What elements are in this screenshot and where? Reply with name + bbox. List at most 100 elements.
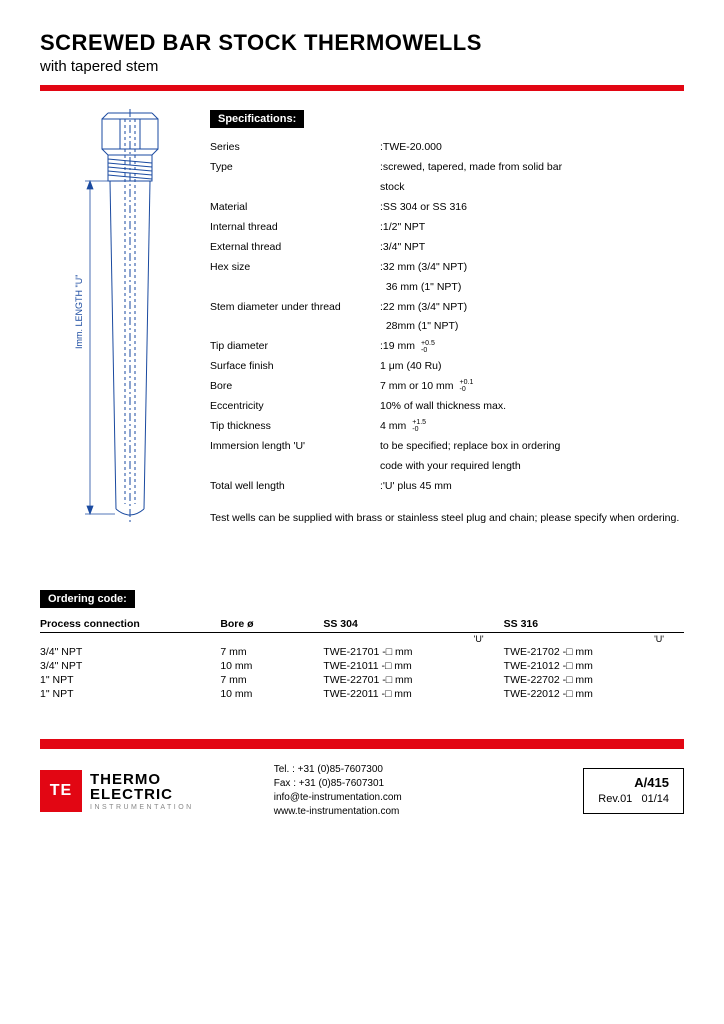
spec-label: Eccentricity <box>210 397 380 417</box>
spec-label: Internal thread <box>210 218 380 238</box>
spec-label <box>210 278 380 298</box>
spec-label: Tip diameter <box>210 337 380 357</box>
spec-row: code with your required length <box>210 457 684 477</box>
spec-value: code with your required length <box>380 457 684 477</box>
spec-row: Tip thickness4 mm+1.5-0 <box>210 417 684 437</box>
table-cell: TWE-21011 -□ mm <box>323 659 503 673</box>
spec-row: 36 mm (1" NPT) <box>210 278 684 298</box>
spec-value: :'U' plus 45 mm <box>380 477 684 497</box>
spec-row: External thread:3/4" NPT <box>210 238 684 258</box>
logo-line2: ELECTRIC <box>90 787 194 802</box>
page-title: SCREWED BAR STOCK THERMOWELLS <box>40 30 684 56</box>
spec-row: Hex size:32 mm (3/4" NPT) <box>210 258 684 278</box>
table-cell: 7 mm <box>220 673 323 687</box>
logo: TE THERMO ELECTRIC INSTRUMENTATION <box>40 770 194 812</box>
doc-rev: Rev.01 01/14 <box>598 792 669 806</box>
ordering-section: Ordering code: Process connection Bore ø… <box>40 589 684 701</box>
spec-value: 7 mm or 10 mm+0.1-0 <box>380 377 684 397</box>
table-row: 3/4" NPT7 mmTWE-21701 -□ mmTWE-21702 -□ … <box>40 645 684 659</box>
table-cell: TWE-21012 -□ mm <box>504 659 684 673</box>
col-process: Process connection <box>40 618 220 633</box>
spec-row: Internal thread:1/2" NPT <box>210 218 684 238</box>
spec-label: Series <box>210 138 380 158</box>
spec-label: Tip thickness <box>210 417 380 437</box>
contact-block: Tel. : +31 (0)85-7607300 Fax : +31 (0)85… <box>214 763 564 819</box>
logo-mark: TE <box>40 770 82 812</box>
specifications-heading: Specifications: <box>210 110 304 128</box>
spec-label <box>210 457 380 477</box>
spec-row: Stem diameter under thread:22 mm (3/4" N… <box>210 298 684 318</box>
spec-row: stock <box>210 178 684 198</box>
contact-fax: Fax : +31 (0)85-7607301 <box>274 777 564 791</box>
table-cell: TWE-21701 -□ mm <box>323 645 503 659</box>
table-cell: TWE-22702 -□ mm <box>504 673 684 687</box>
page-subtitle: with tapered stem <box>40 58 684 75</box>
spec-row: Bore7 mm or 10 mm+0.1-0 <box>210 377 684 397</box>
col-ss304: SS 304 <box>323 618 503 633</box>
spec-label <box>210 178 380 198</box>
spec-row: Total well length:'U' plus 45 mm <box>210 477 684 497</box>
table-cell: 7 mm <box>220 645 323 659</box>
spec-value: 4 mm+1.5-0 <box>380 417 684 437</box>
contact-tel: Tel. : +31 (0)85-7607300 <box>274 763 564 777</box>
spec-value: stock <box>380 178 684 198</box>
spec-value: :19 mm+0.5-0 <box>380 337 684 357</box>
spec-label: Bore <box>210 377 380 397</box>
logo-line1: THERMO <box>90 772 194 787</box>
table-cell: TWE-22011 -□ mm <box>323 687 503 701</box>
spec-label: Stem diameter under thread <box>210 298 380 318</box>
table-cell: TWE-22012 -□ mm <box>504 687 684 701</box>
spec-value: :1/2" NPT <box>380 218 684 238</box>
spec-value: :screwed, tapered, made from solid bar <box>380 158 684 178</box>
spec-value: :TWE-20.000 <box>380 138 684 158</box>
table-cell: 1" NPT <box>40 687 220 701</box>
col-bore: Bore ø <box>220 618 323 633</box>
spec-value: to be specified; replace box in ordering <box>380 437 684 457</box>
spec-value: 1 μm (40 Ru) <box>380 357 684 377</box>
spec-label: Hex size <box>210 258 380 278</box>
u-header-316: 'U' <box>504 633 684 646</box>
contact-web: www.te-instrumentation.com <box>274 805 564 819</box>
spec-label <box>210 317 380 337</box>
spec-label: Immersion length 'U' <box>210 437 380 457</box>
footer: TE THERMO ELECTRIC INSTRUMENTATION Tel. … <box>0 749 724 839</box>
spec-value: :32 mm (3/4" NPT) <box>380 258 684 278</box>
col-ss316: SS 316 <box>504 618 684 633</box>
specifications-block: Specifications: Series:TWE-20.000Type:sc… <box>210 109 684 529</box>
spec-row: Immersion length 'U'to be specified; rep… <box>210 437 684 457</box>
spec-value: :22 mm (3/4" NPT) <box>380 298 684 318</box>
doc-code: A/415 <box>598 775 669 792</box>
table-row: 3/4" NPT10 mmTWE-21011 -□ mmTWE-21012 -□… <box>40 659 684 673</box>
thermowell-diagram: Imm. LENGTH "U" <box>40 109 190 529</box>
document-code-box: A/415 Rev.01 01/14 <box>583 768 684 813</box>
table-row: 1" NPT10 mmTWE-22011 -□ mmTWE-22012 -□ m… <box>40 687 684 701</box>
tolerance: +1.5-0 <box>412 419 426 433</box>
u-header-304: 'U' <box>323 633 503 646</box>
table-cell: 3/4" NPT <box>40 645 220 659</box>
divider-red-top <box>40 85 684 91</box>
spec-label: Type <box>210 158 380 178</box>
spec-row: Material:SS 304 or SS 316 <box>210 198 684 218</box>
logo-line3: INSTRUMENTATION <box>90 804 194 811</box>
spec-value: :3/4" NPT <box>380 238 684 258</box>
spec-label: External thread <box>210 238 380 258</box>
table-row: 1" NPT7 mmTWE-22701 -□ mmTWE-22702 -□ mm <box>40 673 684 687</box>
tolerance: +0.5-0 <box>421 340 435 354</box>
table-cell: TWE-21702 -□ mm <box>504 645 684 659</box>
spec-value: 10% of wall thickness max. <box>380 397 684 417</box>
spec-row: Tip diameter:19 mm+0.5-0 <box>210 337 684 357</box>
spec-label: Total well length <box>210 477 380 497</box>
table-cell: 1" NPT <box>40 673 220 687</box>
spec-value: 28mm (1" NPT) <box>380 317 684 337</box>
table-cell: 3/4" NPT <box>40 659 220 673</box>
spec-label: Surface finish <box>210 357 380 377</box>
table-cell: TWE-22701 -□ mm <box>323 673 503 687</box>
spec-row: 28mm (1" NPT) <box>210 317 684 337</box>
spec-row: Eccentricity10% of wall thickness max. <box>210 397 684 417</box>
ordering-table: Process connection Bore ø SS 304 SS 316 … <box>40 618 684 701</box>
spec-row: Type:screwed, tapered, made from solid b… <box>210 158 684 178</box>
contact-email: info@te-instrumentation.com <box>274 791 564 805</box>
spec-row: Surface finish1 μm (40 Ru) <box>210 357 684 377</box>
tolerance: +0.1-0 <box>460 379 474 393</box>
spec-row: Series:TWE-20.000 <box>210 138 684 158</box>
